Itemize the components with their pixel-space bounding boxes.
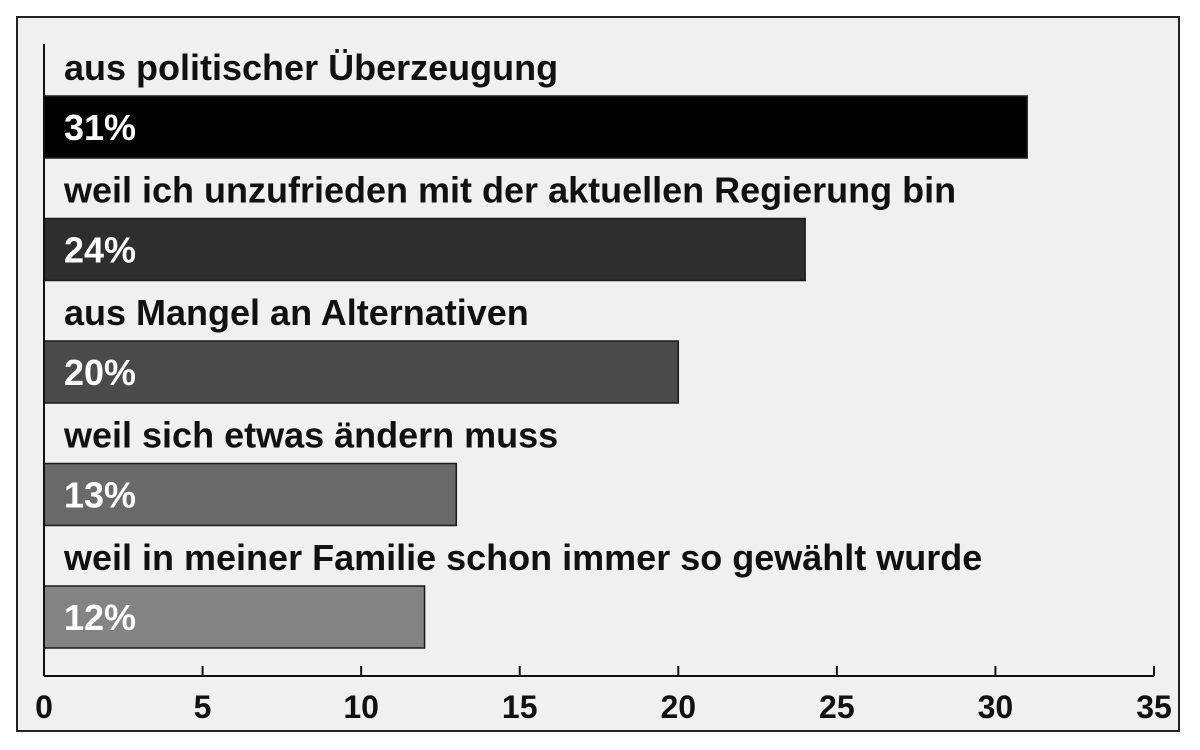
x-tick-label: 0: [35, 689, 53, 725]
category-label: aus Mangel an Alternativen: [64, 292, 529, 333]
bar-group: aus politischer Überzeugung 31%: [43, 47, 1028, 159]
data-label: 13%: [64, 475, 136, 516]
x-tick-label: 15: [502, 689, 538, 725]
category-label: aus politischer Überzeugung: [64, 47, 558, 88]
bar: [43, 95, 1028, 159]
bars-layer: aus politischer Überzeugung 31% weil ich u…: [43, 47, 1028, 649]
category-label: weil sich etwas ändern muss: [63, 415, 558, 456]
x-tick-label: 30: [978, 689, 1014, 725]
bar-group: weil ich unzufrieden mit der aktuellen R…: [43, 170, 956, 282]
bar-group: weil sich etwas ändern muss 13%: [43, 415, 558, 527]
data-label: 20%: [64, 352, 136, 393]
x-tick-label: 20: [660, 689, 696, 725]
category-label: weil ich unzufrieden mit der aktuellen R…: [63, 170, 956, 211]
x-tick-label: 35: [1136, 689, 1172, 725]
bar: [43, 462, 458, 527]
x-tick-label: 10: [343, 689, 379, 725]
bar-group: aus Mangel an Alternativen 20%: [43, 292, 680, 404]
x-tick-label: 25: [819, 689, 855, 725]
data-label: 24%: [64, 230, 136, 271]
x-axis: 0 5 10 15 20 25 30 35: [35, 44, 1172, 725]
bar: [43, 585, 426, 649]
category-label: weil in meiner Familie schon immer so ge…: [63, 537, 982, 578]
bar: [43, 217, 806, 282]
data-label: 12%: [64, 597, 136, 638]
data-label: 31%: [64, 107, 136, 148]
bar-group: weil in meiner Familie schon immer so ge…: [43, 537, 982, 649]
x-tick-label: 5: [194, 689, 212, 725]
bar: [43, 340, 680, 404]
